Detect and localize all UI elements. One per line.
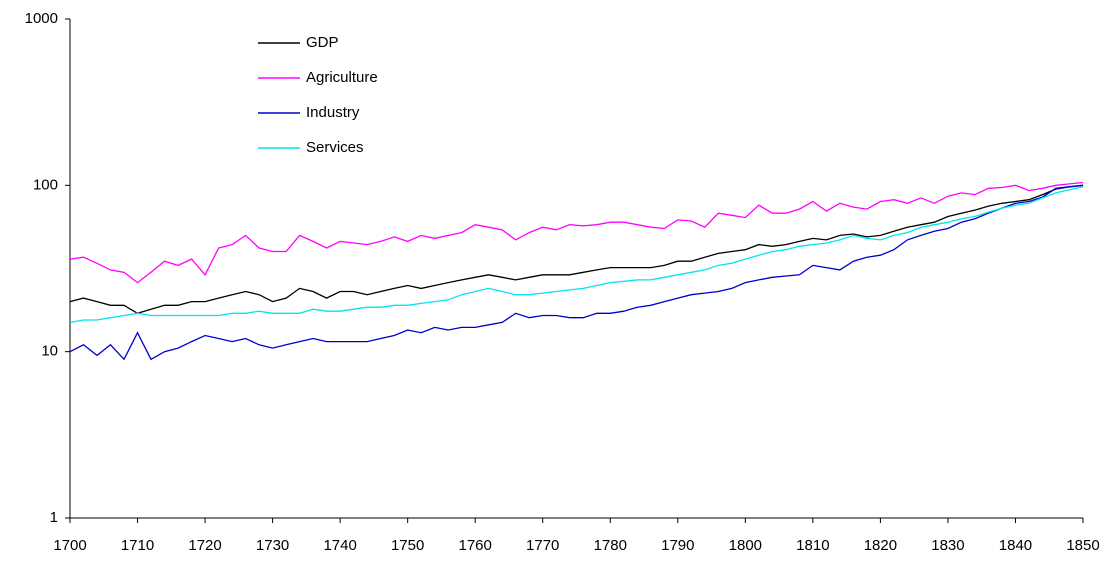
legend-label: GDP	[306, 34, 339, 51]
x-tick-label: 1850	[1066, 537, 1099, 554]
x-tick-label: 1810	[796, 537, 829, 554]
legend-label: Agriculture	[306, 69, 378, 86]
x-tick-label: 1780	[594, 537, 627, 554]
x-tick-label: 1820	[864, 537, 897, 554]
x-tick-label: 1700	[53, 537, 86, 554]
legend-label: Services	[306, 139, 364, 156]
legend-label: Industry	[306, 104, 360, 121]
line	[69, 184, 1084, 315]
x-tick-label: 1740	[323, 537, 356, 554]
x-tick-label: 1800	[729, 537, 762, 554]
y-tick-label: 1000	[25, 10, 58, 27]
line	[69, 184, 1084, 361]
x-tick-label: 1770	[526, 537, 559, 554]
x-tick-label: 1710	[121, 537, 154, 554]
x-tick-label: 1750	[391, 537, 424, 554]
x-tick-label: 1840	[999, 537, 1032, 554]
line	[69, 181, 1084, 284]
line	[69, 186, 1084, 324]
y-tick-label: 10	[41, 343, 58, 360]
x-tick-label: 1830	[931, 537, 964, 554]
x-tick-label: 1720	[188, 537, 221, 554]
x-tick-label: 1730	[256, 537, 289, 554]
x-tick-label: 1790	[661, 537, 694, 554]
x-tick-label: 1760	[459, 537, 492, 554]
y-tick-label: 1	[50, 509, 58, 526]
y-tick-label: 100	[33, 176, 58, 193]
